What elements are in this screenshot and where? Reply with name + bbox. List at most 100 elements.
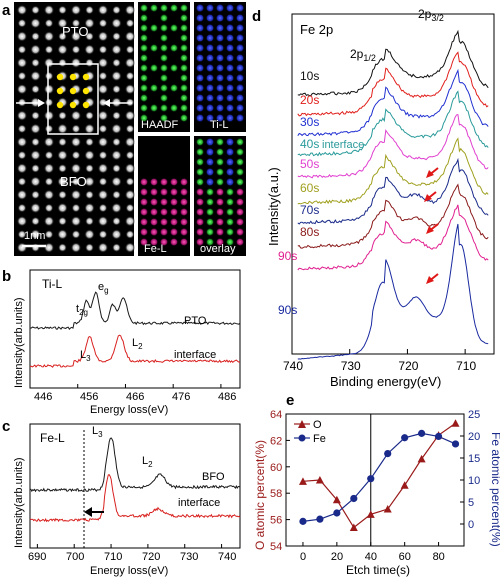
map-dot [215,33,225,43]
panel-label-b: b [2,268,12,285]
atom [43,4,55,16]
map-dot [225,217,235,227]
ti-plot-frame [29,269,241,389]
map-dot [179,113,189,123]
map-dot [159,23,169,33]
map-dot [235,137,245,147]
ti-x-ticks [29,384,222,388]
xps-label-90s: 90s [278,249,297,263]
map-dot [149,237,159,247]
map-dot [179,93,189,103]
atom [85,5,94,15]
map-dot [235,177,245,187]
y2tick-label: 5 [468,497,474,509]
map-dot [195,53,205,63]
map-dot [225,13,235,23]
ti-ylabel: Intensity(arb.units) [13,298,25,388]
xps-ylabel: Intensity(a.u.) [266,167,281,246]
map-dot [235,73,245,83]
ti-eg-label: eg [98,281,109,295]
atom [84,229,95,240]
atom [84,18,95,29]
map-dot [225,43,235,53]
atom [44,150,54,160]
map-dot [225,157,235,167]
atom [85,111,94,120]
xps-curve-40s [297,90,489,157]
ytick-label: 54 [270,541,282,553]
atom [57,150,68,161]
map-dot [235,113,245,123]
map-dot [215,73,225,83]
ti-map-dots [195,3,245,123]
atom [16,110,28,121]
atom [85,32,94,41]
xps-title: Fe 2p [300,22,333,37]
yellow-dot [82,73,90,81]
ytick-label: 64 [270,409,282,421]
atom [85,58,94,68]
map-dot [205,157,215,167]
atom [70,31,82,42]
map-dot [225,207,235,217]
xps-curve-80s [297,183,489,249]
atom [31,164,40,173]
atom [85,243,94,253]
atom [71,203,81,213]
ti-eels-chart: Ti-L Intensity(arb.units) t2g eg L3 L2 P… [13,269,241,416]
atom [124,216,136,227]
atom [16,242,28,253]
atom [31,111,40,120]
map-dot [139,83,149,93]
map-dot [215,177,225,187]
fe-point [367,475,375,483]
map-dot [149,43,159,53]
atom [44,177,54,187]
map-dot [139,63,149,73]
yellow-dot [82,87,90,95]
map-dot [235,147,245,157]
atom [16,216,28,227]
atom [30,18,41,29]
atom [16,57,28,68]
xps-curve-30s [297,68,489,137]
atom [124,189,136,200]
atom [97,4,109,16]
o-point [417,454,426,463]
map-dot [169,177,179,187]
o-point [383,505,392,513]
map-dot [205,23,215,33]
atom [125,177,135,187]
fe-point [418,429,426,437]
atom [98,18,108,28]
atom [124,4,136,16]
atom [30,150,41,161]
map-dot [179,217,189,227]
atom [98,150,108,160]
fe-l2-label: L2 [142,455,153,469]
map-dot [235,217,245,227]
atom [84,44,95,55]
map-dot [139,73,149,83]
panel-label-c: c [2,418,11,435]
atom [31,32,40,41]
map-dot [179,13,189,23]
atom [44,98,54,107]
map-dot [225,33,235,43]
atom [43,57,55,68]
atom [112,243,121,253]
map-dot [179,33,189,43]
map-dot [139,3,149,13]
map-dot [195,157,205,167]
atom [97,31,109,42]
e-x-tick-labels: 0 20 40 60 80 [300,551,445,563]
map-dot [179,63,189,73]
xps-plot-frame [291,13,495,355]
atom [70,163,82,174]
e-legend: O Fe [294,419,326,445]
map-dot [149,207,159,217]
map-dot [139,217,149,227]
xps-peak-2p12-label: 2p1/2 [350,47,376,63]
map-dot [235,83,245,93]
o-series-line [302,422,456,529]
